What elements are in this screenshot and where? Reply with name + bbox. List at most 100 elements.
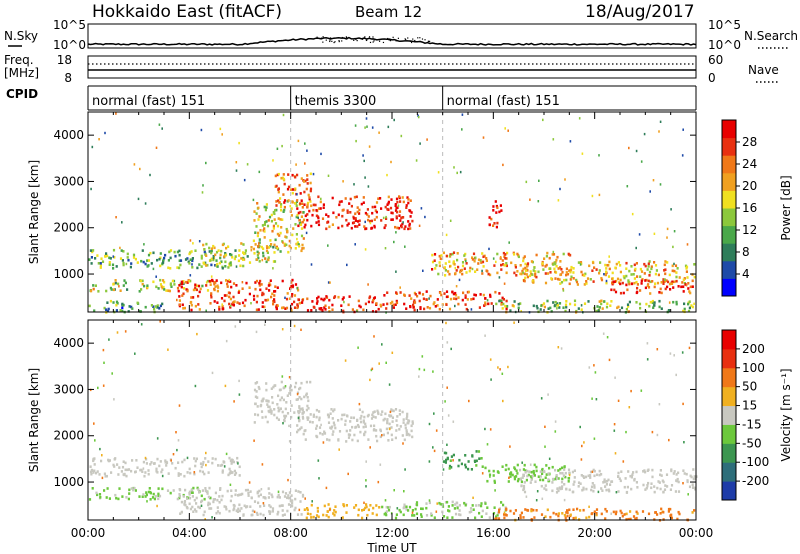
data-cell <box>547 307 550 310</box>
data-cell <box>484 303 487 306</box>
data-cell <box>277 217 280 220</box>
data-cell <box>362 308 365 312</box>
data-cell <box>218 261 222 265</box>
data-cell <box>572 483 575 486</box>
noise-cell <box>99 447 101 451</box>
noise-cell <box>223 465 226 468</box>
data-cell <box>266 420 269 424</box>
data-cell <box>155 285 158 289</box>
data-cell <box>635 301 638 304</box>
data-cell <box>552 301 555 304</box>
data-cell <box>520 511 523 515</box>
data-cell <box>353 506 356 509</box>
data-cell <box>247 494 250 497</box>
data-cell <box>170 285 173 288</box>
data-cell <box>233 504 236 508</box>
data-cell <box>297 410 300 413</box>
data-cell <box>243 504 246 508</box>
colorbar-tick-label: 28 <box>742 135 757 149</box>
noise-cell <box>382 216 385 220</box>
data-cell <box>363 415 366 419</box>
data-cell <box>362 425 365 429</box>
data-cell <box>672 286 675 289</box>
noise-cell <box>327 174 330 177</box>
data-cell <box>444 274 447 277</box>
data-cell <box>250 496 253 499</box>
data-cell <box>411 420 414 423</box>
noise-cell <box>139 167 141 171</box>
data-cell <box>131 459 134 462</box>
data-cell <box>332 409 335 413</box>
data-cell <box>309 172 312 176</box>
data-cell <box>188 502 191 506</box>
data-cell <box>259 404 262 408</box>
noise-cell <box>646 358 649 361</box>
data-cell <box>480 502 483 505</box>
data-cell <box>309 420 312 424</box>
data-cell <box>159 278 162 282</box>
data-cell <box>295 233 298 236</box>
data-cell <box>549 271 552 274</box>
data-cell <box>405 430 408 434</box>
data-cell <box>552 263 555 266</box>
data-cell <box>430 512 433 515</box>
data-cell <box>354 504 358 507</box>
data-cell <box>256 202 259 205</box>
data-cell <box>364 211 367 215</box>
data-cell <box>492 512 496 515</box>
data-cell <box>411 435 414 439</box>
data-cell <box>210 251 213 255</box>
data-cell <box>276 224 280 228</box>
data-cell <box>494 517 497 521</box>
data-cell <box>544 281 548 285</box>
data-cell <box>300 234 304 238</box>
data-cell <box>186 289 189 293</box>
data-cell <box>277 394 280 398</box>
data-cell <box>610 480 614 483</box>
data-cell <box>435 264 438 267</box>
beam-title: Beam 12 <box>355 3 422 21</box>
data-cell <box>350 204 353 208</box>
data-cell <box>266 298 270 302</box>
noise-cell <box>622 460 625 463</box>
data-cell <box>461 272 464 276</box>
noise-search-dot <box>405 38 407 41</box>
noise-right-tick-bottom: 10^0 <box>708 38 741 52</box>
data-cell <box>529 475 533 478</box>
noise-cell <box>628 406 631 409</box>
data-cell <box>188 490 191 494</box>
data-cell <box>266 403 269 406</box>
data-cell <box>489 295 492 298</box>
data-cell <box>356 206 359 209</box>
data-cell <box>371 211 374 215</box>
data-cell <box>498 299 501 303</box>
data-cell <box>585 280 588 283</box>
data-cell <box>149 251 152 255</box>
data-cell <box>595 513 598 517</box>
data-cell <box>280 396 283 399</box>
data-cell <box>477 262 480 265</box>
data-cell <box>590 488 593 492</box>
data-cell <box>565 300 568 303</box>
data-cell <box>345 511 348 514</box>
data-cell <box>503 255 506 258</box>
data-cell <box>289 287 292 290</box>
data-cell <box>294 489 297 492</box>
data-cell <box>88 498 92 501</box>
data-cell <box>256 405 259 408</box>
data-cell <box>381 505 384 509</box>
noise-cell <box>388 427 391 431</box>
data-cell <box>317 207 321 210</box>
data-cell <box>568 488 571 492</box>
colorbar-swatch <box>722 155 736 174</box>
data-cell <box>185 280 188 284</box>
data-cell <box>255 381 259 384</box>
noise-cell <box>219 127 222 131</box>
data-cell <box>485 512 488 515</box>
data-cell <box>474 516 477 520</box>
data-cell <box>500 301 503 305</box>
noise-cell <box>144 202 147 205</box>
data-cell <box>673 470 676 473</box>
data-cell <box>203 497 206 501</box>
